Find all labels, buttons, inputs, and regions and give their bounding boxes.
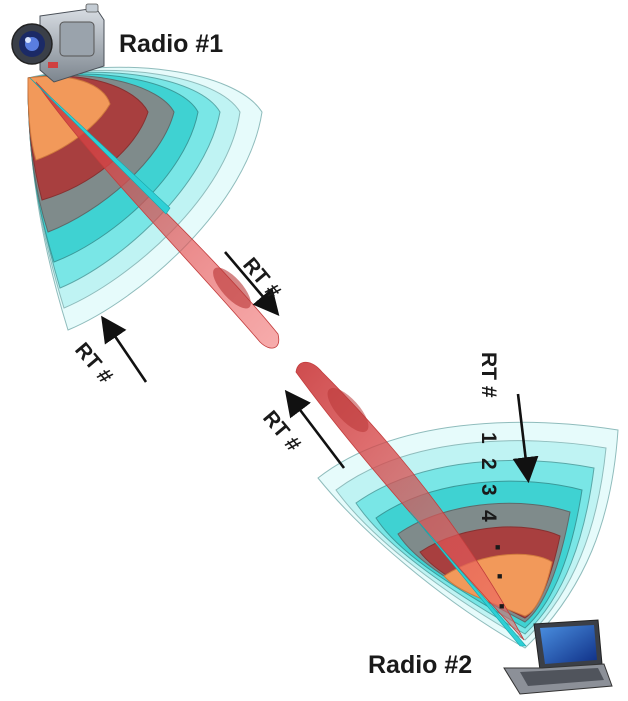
camcorder-icon [11,3,105,83]
beam-bottom-red [295,361,525,641]
beam-bottom-cyan [409,511,527,647]
narrow-beams [29,77,527,647]
arrows [101,251,539,484]
beam-top-red-hotspot [213,267,251,309]
sequence-numbers: 1 2 3 4 ■ ■ ■ [477,432,504,611]
beam-top-cyan [29,77,171,215]
label-rt-mid: RT # [258,406,305,456]
laptop-icon [503,619,613,695]
sequence-dot: ■ [495,542,500,552]
arrow-rt-left [101,315,148,383]
label-rt-left: RT # [70,338,117,388]
radio1-label: Radio #1 [119,30,223,58]
arrow-rt-right [512,393,539,484]
label-rt-right: RT # [477,352,500,398]
sequence-dot: ■ [497,571,502,581]
arrow-rt-mid [284,389,346,469]
radio2-label: Radio #2 [368,651,472,679]
sequence-number: 2 [477,458,500,470]
arrow-rt-top [224,251,280,316]
sequence-number: 1 [477,432,500,444]
sequence-dot: ■ [499,601,504,611]
sequence-number: 3 [477,484,500,496]
beam-bottom-red-hotspot [327,387,369,433]
sequence-number: 4 [477,510,500,522]
